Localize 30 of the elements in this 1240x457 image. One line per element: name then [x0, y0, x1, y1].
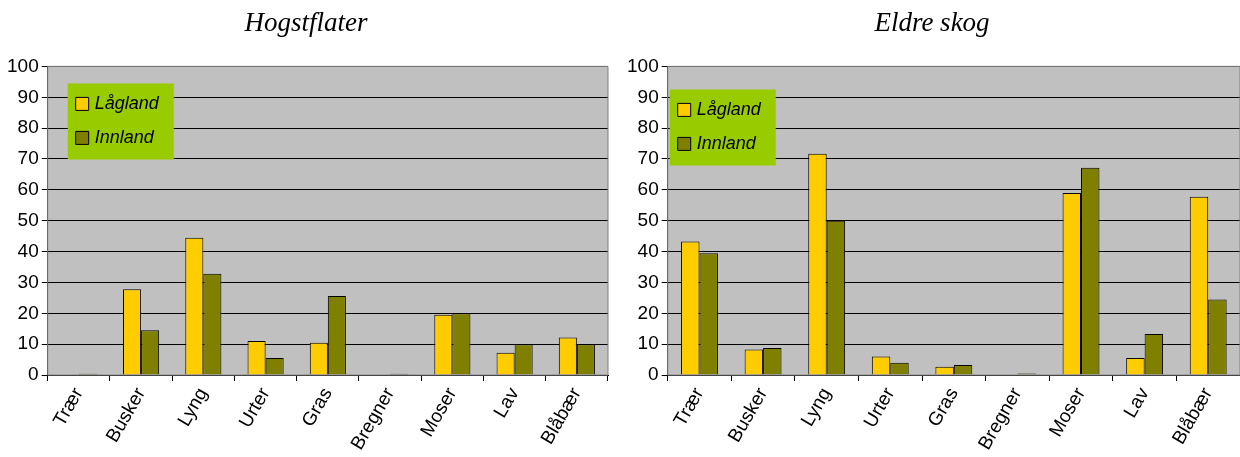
y-tick-label: 50 [17, 208, 39, 230]
y-tick-label: 60 [17, 178, 39, 200]
y-tick-label: 20 [637, 301, 659, 323]
chart-title: Eldre skog [873, 7, 990, 38]
y-tick-label: 100 [7, 54, 39, 76]
y-tick-label: 30 [17, 270, 39, 292]
y-tick-label: 0 [648, 363, 659, 385]
chart-title: Hogstflater [243, 7, 368, 38]
y-tick-label: 80 [17, 116, 39, 138]
y-tick-label: 70 [17, 147, 39, 169]
y-tick-label: 40 [17, 239, 39, 261]
y-tick-label: 70 [637, 147, 659, 169]
y-tick-label: 0 [28, 363, 39, 385]
y-tick-label: 90 [637, 85, 659, 107]
y-tick-label: 60 [637, 178, 659, 200]
x-tick-label: Lav [489, 383, 523, 421]
y-tick-label: 80 [637, 116, 659, 138]
legend-label: Lågland [94, 93, 160, 114]
x-tick-label: Lav [1119, 383, 1153, 421]
y-tick-label: 100 [627, 54, 659, 76]
y-tick-label: 50 [637, 208, 659, 230]
legend-label: Innland [94, 127, 155, 148]
y-tick-label: 10 [17, 332, 39, 354]
y-tick-label: 30 [637, 270, 659, 292]
y-tick-label: 90 [17, 85, 39, 107]
legend-label: Lågland [696, 99, 762, 120]
y-tick-label: 10 [637, 332, 659, 354]
y-tick-label: 40 [637, 239, 659, 261]
y-tick-label: 20 [17, 301, 39, 323]
legend-label: Innland [696, 133, 757, 154]
